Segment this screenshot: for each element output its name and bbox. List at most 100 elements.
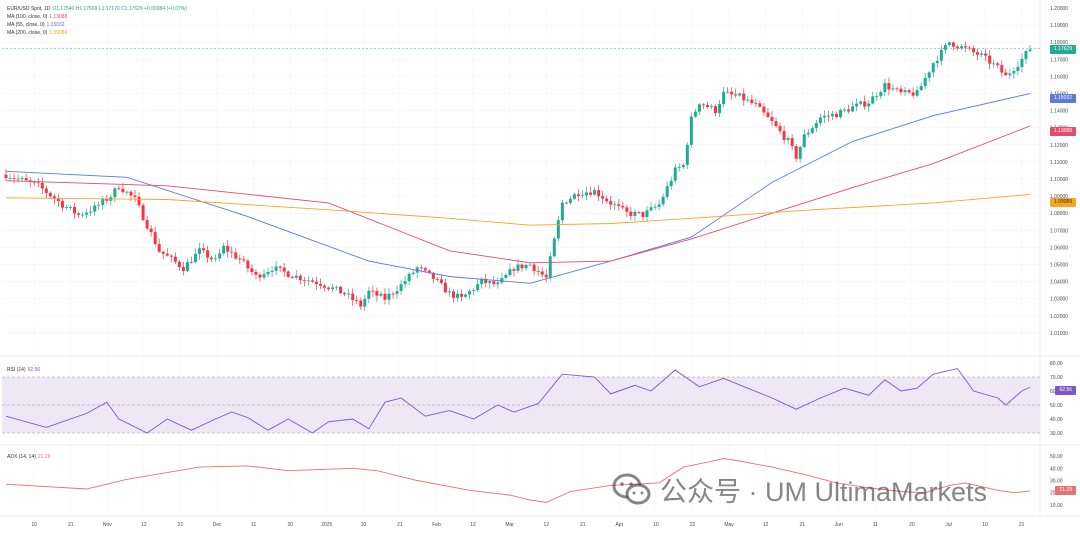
price-tick-label: 1.06000: [1050, 245, 1068, 251]
price-tick-label: 1.14000: [1050, 109, 1068, 115]
rsi-pane[interactable]: [2, 368, 1040, 434]
ma55-price-tag: 1.15032: [1049, 94, 1076, 103]
candle-body: [871, 96, 875, 104]
ma100-label[interactable]: MA (100, close, 0): [7, 14, 48, 20]
time-tick-label: Apr: [615, 522, 623, 528]
ma100-line: [5, 125, 1031, 264]
candle-body: [714, 106, 718, 114]
candle-body: [4, 174, 8, 179]
rsi-label[interactable]: RSI (14): [7, 367, 26, 373]
candle-body: [294, 275, 298, 278]
candle-body: [456, 293, 460, 298]
candle-body: [193, 253, 197, 263]
candle-body: [206, 250, 210, 258]
candle-body: [972, 48, 976, 53]
candle-body: [246, 260, 250, 269]
ma100-value: 1.13088: [49, 14, 68, 20]
candle-body: [379, 293, 383, 296]
candle-body: [367, 290, 371, 299]
candle-body: [887, 83, 891, 90]
candle-body: [774, 121, 778, 127]
time-tick-label: 21: [580, 522, 586, 528]
candle-body: [145, 219, 149, 229]
rsi-value-tag: 62.56: [1055, 386, 1076, 395]
rsi-legend: RSI (14) 62.56: [7, 366, 42, 374]
candle-body: [375, 290, 379, 296]
rsi-tick-label: 50.00: [1050, 403, 1063, 409]
grid: [0, 0, 1080, 517]
candle-body: [258, 274, 262, 278]
ma55-label[interactable]: MA (55, close, 0): [7, 22, 45, 28]
candle-body: [331, 287, 335, 289]
candle-body: [395, 291, 399, 294]
rsi-tick-label: 40.00: [1050, 417, 1063, 423]
candle-body: [564, 202, 568, 204]
candle-body: [754, 103, 758, 104]
price-tick-label: 1.09000: [1050, 194, 1068, 200]
candle-body: [548, 256, 552, 278]
time-tick-label: 11: [873, 522, 878, 528]
candle-body: [266, 271, 270, 275]
candle-body: [1000, 65, 1004, 73]
candle-body: [411, 272, 415, 274]
candle-body: [653, 206, 657, 208]
candle-body: [242, 259, 246, 261]
candle-body: [351, 293, 355, 300]
candle-body: [359, 300, 363, 307]
candle-body: [665, 186, 669, 197]
candle-body: [32, 181, 36, 183]
candle-body: [69, 206, 73, 208]
candle-body: [327, 287, 331, 289]
time-tick-label: 20: [909, 522, 915, 528]
time-tick-label: 11: [251, 522, 256, 528]
candle-body: [347, 293, 351, 295]
candle-body: [1024, 51, 1028, 59]
rsi-tick-label: 80.00: [1050, 361, 1063, 367]
adx-label[interactable]: ADX (14, 14): [7, 454, 36, 460]
candle-body: [427, 270, 431, 273]
candle-body: [173, 256, 177, 262]
price-tick-label: 1.05000: [1050, 263, 1068, 269]
candle-body: [750, 99, 754, 104]
candle-body: [875, 96, 879, 97]
candle-body: [899, 88, 903, 93]
time-tick-label: 21: [178, 522, 184, 528]
ma200-label[interactable]: MA (200, close, 0): [7, 30, 48, 36]
candle-body: [383, 293, 387, 300]
candle-body: [222, 245, 226, 254]
candle-body: [44, 188, 48, 193]
candle-body: [766, 112, 770, 117]
candle-body: [77, 213, 81, 215]
candle-body: [447, 291, 451, 293]
candle-body: [742, 93, 746, 101]
candle-body: [895, 88, 899, 90]
candle-body: [198, 248, 202, 254]
time-tick-label: Mar: [505, 522, 514, 528]
candle-body: [153, 232, 157, 245]
candle-body: [959, 46, 963, 49]
price-tick-label: 1.10000: [1050, 177, 1068, 183]
price-legend: EUR/USD Spot, 1D O1.17540 H1.17669 L1.171…: [7, 5, 189, 37]
adx-pane[interactable]: [5, 458, 1031, 503]
candle-body: [778, 126, 782, 132]
price-tick-label: 1.11000: [1050, 160, 1068, 166]
candle-body: [149, 228, 153, 233]
candle-body: [214, 258, 218, 260]
price-tick-label: 1.12000: [1050, 143, 1068, 149]
candle-body: [976, 52, 980, 55]
candle-body: [141, 205, 145, 220]
candle-body: [113, 188, 117, 198]
price-pane[interactable]: [4, 41, 1032, 312]
candle-body: [234, 252, 238, 259]
price-tick-label: 1.18000: [1050, 40, 1068, 46]
candle-body: [581, 195, 585, 197]
candle-body: [1008, 73, 1012, 76]
candle-body: [169, 255, 173, 257]
candle-body: [980, 53, 984, 55]
time-tick-label: Feb: [432, 522, 441, 528]
candle-body: [919, 85, 923, 91]
price-tick-label: 1.04000: [1050, 280, 1068, 286]
symbol-title[interactable]: EUR/USD Spot, 1D: [7, 6, 51, 12]
candle-body: [306, 280, 310, 282]
